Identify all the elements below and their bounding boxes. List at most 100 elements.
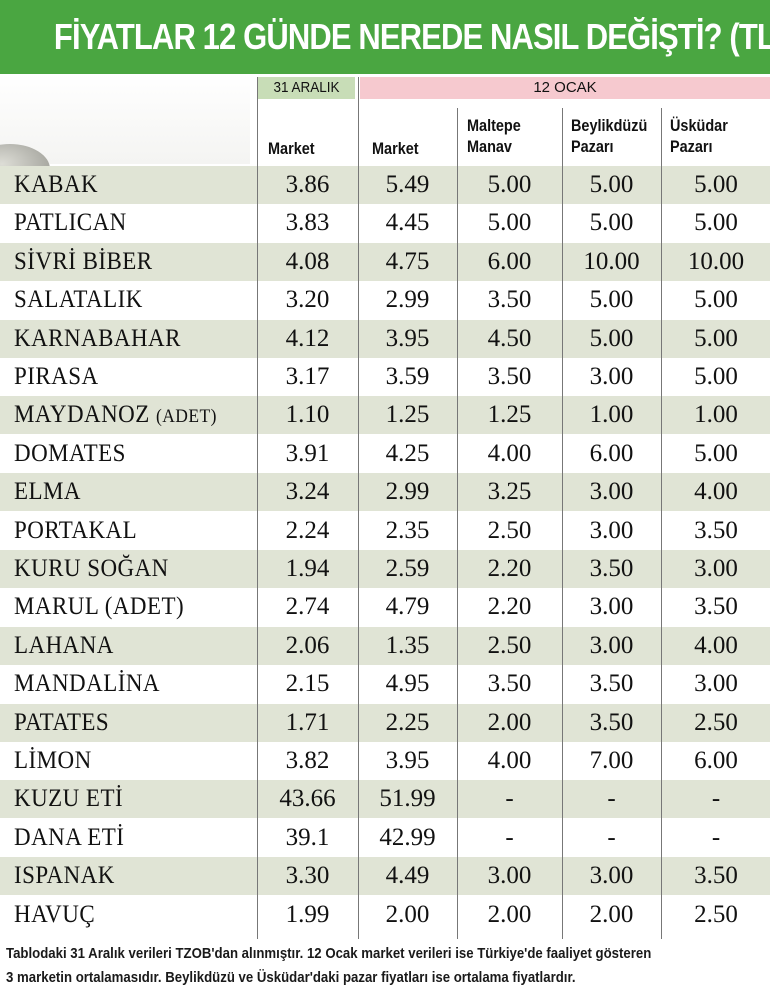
table-cell-market_dec: 3.83	[285, 209, 330, 237]
decorative-background	[0, 74, 250, 194]
row-label-text: SALATALIK	[14, 286, 143, 314]
table-row: LİMON 3.82 3.95 4.00 7.00 6.00	[0, 742, 770, 780]
row-label: KUZU ETİ	[14, 780, 123, 818]
table-cell-uskudar: -	[711, 785, 721, 813]
col-header-market-jan: Market	[372, 138, 419, 159]
table-row: PATLICAN 3.83 4.45 5.00 5.00 5.00	[0, 204, 770, 242]
table-cell-maltepe: 3.00	[487, 862, 532, 890]
row-label-text: SİVRİ BİBER	[14, 247, 153, 275]
table-cell-uskudar: 5.00	[694, 171, 738, 198]
footnote: Tablodaki 31 Aralık verileri TZOB'dan al…	[6, 942, 675, 990]
row-label: MAYDANOZ (ADET)	[14, 396, 217, 434]
table-cell-maltepe: 2.20	[487, 555, 532, 582]
table-row: LAHANA 2.06 1.35 2.50 3.00 4.00	[0, 626, 770, 665]
table-cell-market_jan: 2.99	[385, 478, 430, 506]
table-cell-market_dec: 3.17	[285, 363, 330, 390]
row-label: MANDALİNA	[14, 665, 160, 703]
row-label-text: KURU SOĞAN	[14, 555, 169, 582]
col-header-line: Üsküdar	[670, 116, 728, 135]
row-label: PATLICAN	[14, 204, 127, 242]
table-cell-market_dec: 4.08	[285, 247, 330, 275]
table-cell-maltepe: 3.25	[487, 478, 532, 506]
table-cell-beylikduzu: 2.00	[589, 900, 634, 928]
table-cell-market_jan: 2.35	[385, 516, 430, 544]
row-label: LAHANA	[14, 627, 114, 665]
table-cell-beylikduzu: 10.00	[583, 247, 640, 275]
table-cell-beylikduzu: 6.00	[589, 439, 634, 467]
table-row: PIRASA 3.17 3.59 3.50 3.00 5.00	[0, 358, 770, 396]
table-cell-maltepe: 2.50	[487, 516, 532, 544]
row-label-text: LAHANA	[14, 631, 114, 659]
group-label-dec: 31 ARALIK	[273, 79, 340, 96]
row-label-text: ISPANAK	[14, 862, 115, 890]
table-cell-uskudar: 5.00	[694, 363, 738, 390]
table-row: MARUL (ADET) 2.74 4.79 2.20 3.00 3.50	[0, 588, 770, 626]
row-label-unit: (ADET)	[155, 406, 217, 428]
row-label: KURU SOĞAN	[14, 550, 169, 588]
column-divider	[661, 108, 662, 939]
table-row: MAYDANOZ (ADET) 1.10 1.25 1.25 1.00 1.00	[0, 396, 770, 435]
column-divider	[562, 108, 563, 939]
table-cell-market_dec: 3.86	[285, 171, 330, 198]
row-label-text: LİMON	[14, 747, 92, 774]
table-cell-market_jan: 1.35	[385, 631, 430, 659]
table-cell-maltepe: 2.50	[487, 631, 532, 659]
table-cell-market_dec: 1.94	[285, 555, 330, 582]
table-cell-uskudar: 1.00	[694, 401, 738, 429]
table-cell-market_dec: 39.1	[285, 823, 330, 851]
table-row: ISPANAK 3.30 4.49 3.00 3.00 3.50	[0, 857, 770, 896]
table-cell-market_dec: 2.06	[285, 631, 330, 659]
row-label: SİVRİ BİBER	[14, 243, 153, 281]
table-cell-beylikduzu: 3.00	[589, 363, 634, 390]
table-cell-uskudar: 4.00	[694, 631, 738, 659]
table-row: ELMA 3.24 2.99 3.25 3.00 4.00	[0, 473, 770, 512]
table-cell-uskudar: 3.50	[694, 862, 738, 890]
row-label: ISPANAK	[14, 857, 115, 895]
row-label-text: KABAK	[14, 171, 99, 198]
table-row: DANA ETİ 39.1 42.99 - - -	[0, 819, 770, 857]
col-header-uskudar: Üsküdar Pazarı	[670, 115, 728, 157]
table-cell-beylikduzu: -	[607, 823, 616, 851]
row-label: PORTAKAL	[14, 512, 137, 550]
table-cell-maltepe: 4.50	[487, 324, 532, 352]
table-cell-market_jan: 4.95	[385, 670, 430, 698]
table-cell-market_dec: 1.10	[285, 401, 330, 429]
table-cell-maltepe: 2.00	[487, 900, 532, 928]
table-cell-beylikduzu: 5.00	[589, 209, 634, 237]
table-cell-beylikduzu: 3.00	[589, 631, 634, 659]
col-header-line: Beylikdüzü	[571, 116, 648, 135]
row-label: KABAK	[14, 166, 98, 204]
table-cell-market_jan: 1.25	[385, 401, 430, 429]
table-cell-maltepe: 4.00	[487, 747, 532, 774]
table-cell-maltepe: 6.00	[487, 247, 532, 275]
table-cell-beylikduzu: 3.50	[589, 670, 634, 698]
table-row: KARNABAHAR 4.12 3.95 4.50 5.00 5.00	[0, 319, 770, 358]
table-cell-uskudar: 4.00	[694, 478, 738, 506]
row-label-text: ELMA	[14, 478, 82, 506]
table-cell-uskudar: 3.00	[694, 670, 738, 698]
table-cell-market_dec: 1.71	[285, 708, 330, 736]
col-header-line: Pazarı	[670, 137, 713, 156]
table-cell-market_jan: 4.49	[385, 862, 430, 890]
column-divider	[257, 77, 258, 939]
row-label-text: DOMATES	[14, 439, 126, 467]
footnote-line: 3 marketin ortalamasıdır. Beylikdüzü ve …	[6, 969, 576, 986]
table-cell-uskudar: 5.00	[694, 439, 738, 467]
table-cell-market_jan: 2.99	[385, 286, 430, 314]
table-cell-market_jan: 2.59	[385, 555, 430, 582]
table-cell-beylikduzu: 7.00	[589, 747, 634, 774]
table-cell-market_jan: 4.79	[385, 593, 430, 621]
table-row: SALATALIK 3.20 2.99 3.50 5.00 5.00	[0, 281, 770, 319]
table-cell-market_dec: 4.12	[285, 324, 330, 352]
table-row: KURU SOĞAN 1.94 2.59 2.20 3.50 3.00	[0, 550, 770, 588]
table-cell-market_jan: 4.75	[385, 247, 430, 275]
table-cell-market_jan: 3.95	[385, 747, 430, 774]
table-cell-market_dec: 2.74	[285, 593, 330, 621]
table-cell-maltepe: -	[505, 823, 514, 851]
row-label-text: KARNABAHAR	[14, 324, 181, 352]
table-cell-market_jan: 5.49	[385, 171, 430, 198]
col-header-line: Manav	[467, 137, 512, 156]
row-label-text: PORTAKAL	[14, 516, 138, 544]
table-cell-uskudar: 2.50	[694, 708, 738, 736]
table-cell-uskudar: 5.00	[694, 286, 738, 314]
